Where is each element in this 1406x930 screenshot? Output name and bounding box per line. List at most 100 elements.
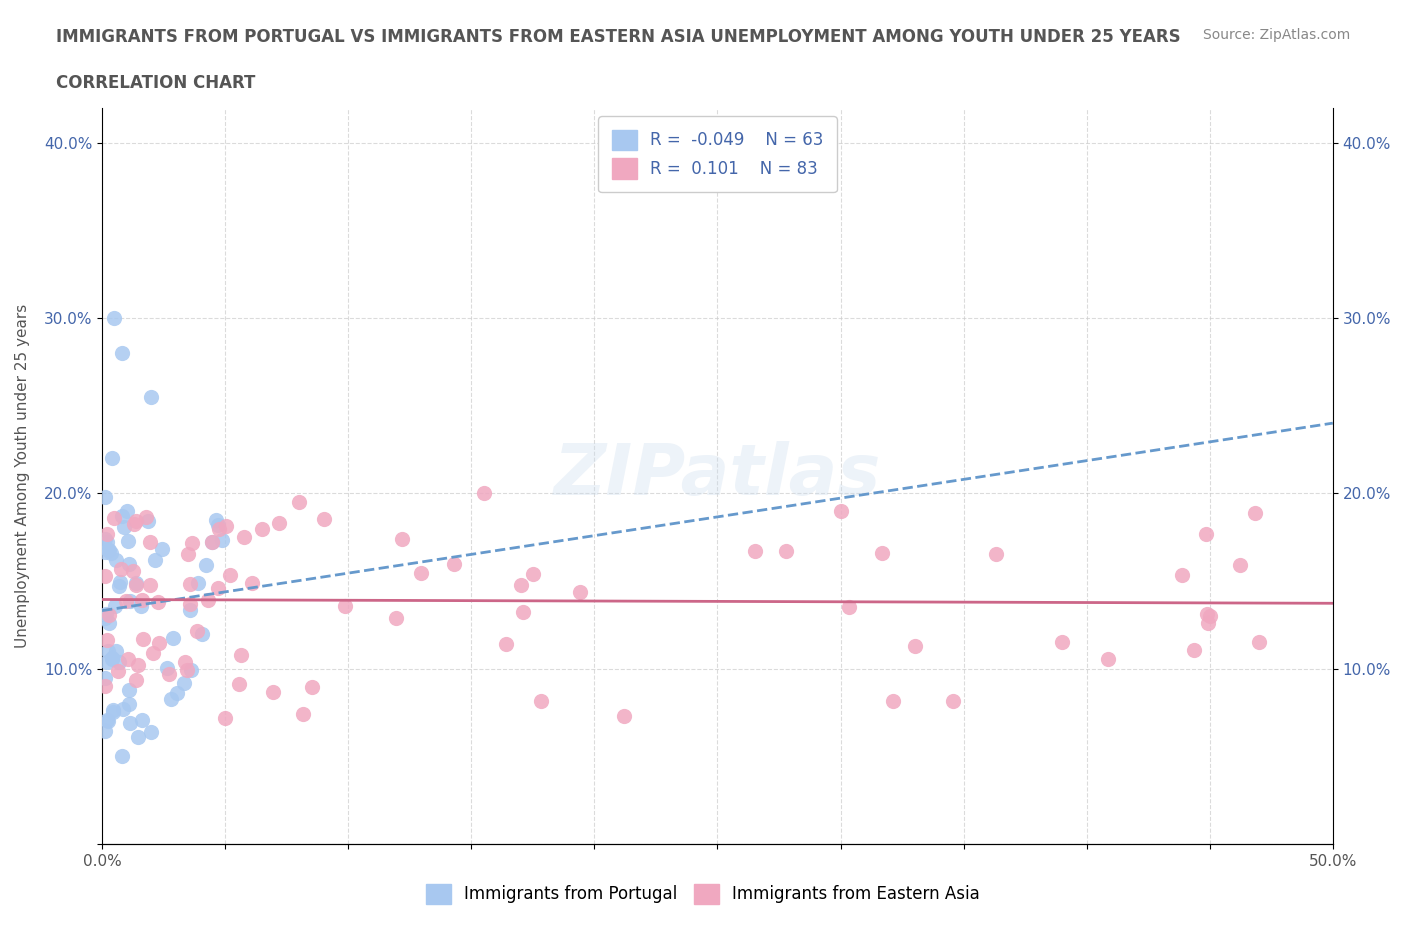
Point: [117, 652, 139, 667]
Point: [162, 631, 184, 645]
Point: [156, 660, 179, 675]
Legend: R =  -0.049    N = 63, R =  0.101    N = 83: R = -0.049 N = 63, R = 0.101 N = 83: [599, 116, 837, 192]
Point: [143, 552, 166, 567]
Point: [108, 575, 131, 590]
Point: [135, 509, 157, 524]
Point: [986, 547, 1008, 562]
Point: [111, 509, 134, 524]
Point: [568, 584, 591, 599]
Point: [124, 513, 146, 528]
Point: [613, 709, 636, 724]
Point: [214, 711, 236, 725]
Point: [118, 697, 141, 711]
Point: [173, 675, 195, 690]
Point: [111, 749, 134, 764]
Point: [472, 486, 495, 501]
Point: [904, 638, 927, 653]
Point: [1199, 608, 1222, 623]
Point: [139, 578, 162, 592]
Point: [1171, 567, 1194, 582]
Point: [385, 610, 408, 625]
Point: [333, 598, 356, 613]
Point: [146, 594, 169, 609]
Point: [214, 519, 236, 534]
Point: [142, 645, 165, 660]
Point: [97, 616, 120, 631]
Point: [148, 636, 170, 651]
Point: [125, 672, 148, 687]
Point: [94, 606, 117, 621]
Point: [112, 520, 135, 535]
Point: [122, 564, 145, 578]
Point: [301, 680, 323, 695]
Point: [1097, 652, 1119, 667]
Point: [830, 503, 852, 518]
Point: [101, 451, 124, 466]
Point: [103, 311, 125, 325]
Point: [104, 599, 127, 614]
Point: [118, 593, 141, 608]
Point: [104, 644, 127, 658]
Text: IMMIGRANTS FROM PORTUGAL VS IMMIGRANTS FROM EASTERN ASIA UNEMPLOYMENT AMONG YOUT: IMMIGRANTS FROM PORTUGAL VS IMMIGRANTS F…: [56, 28, 1181, 46]
Point: [218, 567, 240, 582]
Point: [97, 608, 120, 623]
Point: [443, 557, 465, 572]
Point: [93, 531, 115, 546]
Point: [231, 647, 253, 662]
Point: [177, 547, 200, 562]
Point: [263, 684, 285, 699]
Point: [112, 702, 135, 717]
Text: ZIPatlas: ZIPatlas: [554, 442, 882, 511]
Point: [127, 730, 149, 745]
Point: [101, 650, 124, 665]
Legend: Immigrants from Portugal, Immigrants from Eastern Asia: Immigrants from Portugal, Immigrants fro…: [418, 875, 988, 912]
Point: [882, 694, 904, 709]
Point: [101, 703, 124, 718]
Point: [530, 694, 553, 709]
Point: [208, 522, 231, 537]
Point: [125, 578, 148, 593]
Point: [127, 658, 149, 672]
Y-axis label: Unemployment Among Youth under 25 years: Unemployment Among Youth under 25 years: [15, 304, 30, 648]
Point: [173, 655, 195, 670]
Point: [181, 535, 204, 550]
Point: [1247, 635, 1270, 650]
Point: [179, 597, 201, 612]
Point: [97, 542, 120, 557]
Point: [138, 535, 160, 550]
Point: [96, 535, 118, 550]
Point: [942, 693, 965, 708]
Point: [267, 516, 290, 531]
Point: [744, 543, 766, 558]
Point: [107, 664, 129, 679]
Point: [122, 517, 145, 532]
Text: Source: ZipAtlas.com: Source: ZipAtlas.com: [1202, 28, 1350, 42]
Point: [1195, 526, 1218, 541]
Point: [98, 542, 121, 557]
Point: [1229, 558, 1251, 573]
Point: [1052, 635, 1074, 650]
Point: [312, 512, 335, 526]
Point: [117, 556, 139, 571]
Point: [110, 562, 132, 577]
Point: [233, 529, 256, 544]
Point: [103, 511, 125, 525]
Point: [190, 627, 212, 642]
Point: [115, 503, 138, 518]
Point: [292, 706, 315, 721]
Point: [93, 568, 115, 583]
Point: [111, 346, 134, 361]
Point: [120, 716, 142, 731]
Point: [108, 578, 131, 593]
Point: [391, 531, 413, 546]
Point: [186, 624, 208, 639]
Point: [179, 603, 201, 618]
Point: [93, 489, 115, 504]
Point: [114, 594, 136, 609]
Point: [118, 683, 141, 698]
Point: [101, 705, 124, 720]
Point: [108, 654, 131, 669]
Point: [252, 522, 274, 537]
Point: [1182, 643, 1205, 658]
Point: [495, 636, 517, 651]
